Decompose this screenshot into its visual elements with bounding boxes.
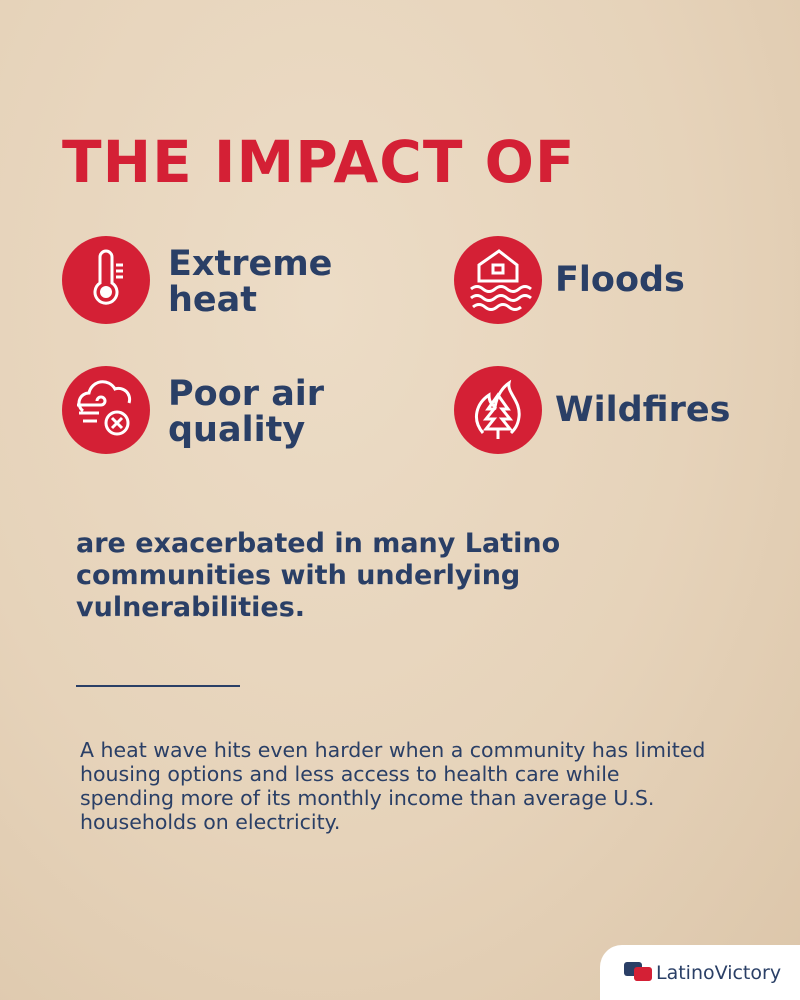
wildfire-icon bbox=[454, 366, 542, 454]
title: THE IMPACT OF bbox=[62, 128, 576, 196]
statement: are exacerbated in many Latino communiti… bbox=[76, 528, 561, 623]
body-text: A heat wave hits even harder when a comm… bbox=[80, 738, 706, 834]
impact-label: Poor air quality bbox=[168, 374, 325, 450]
heat-icon bbox=[62, 236, 150, 324]
impact-label: Wildfires bbox=[555, 390, 731, 430]
logo-text: LatinoVictory bbox=[656, 962, 782, 984]
logo-mark bbox=[624, 962, 652, 981]
impact-label: Extreme heat bbox=[168, 244, 333, 320]
air-icon bbox=[62, 366, 150, 454]
divider bbox=[76, 685, 240, 687]
impact-label: Floods bbox=[555, 260, 685, 300]
flood-icon bbox=[454, 236, 542, 324]
